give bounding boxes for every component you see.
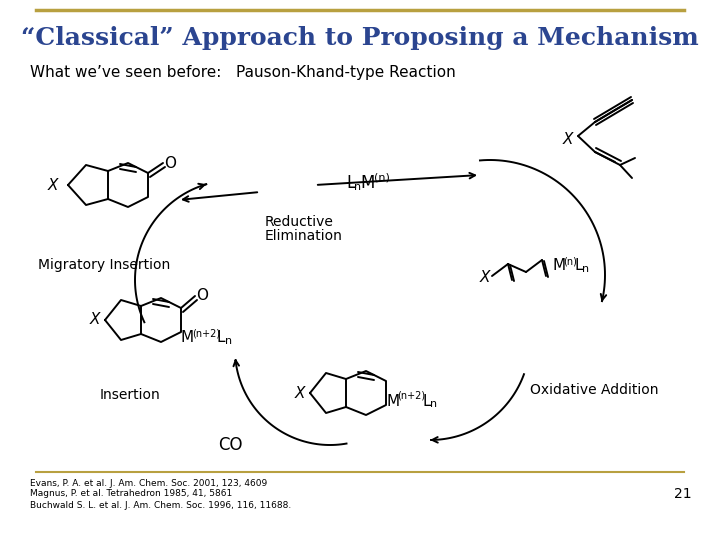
Text: M: M	[360, 174, 374, 192]
Text: L: L	[422, 394, 431, 408]
Text: Migratory Insertion: Migratory Insertion	[38, 258, 170, 272]
Text: n: n	[354, 182, 361, 192]
Text: n: n	[225, 336, 232, 346]
Text: (n): (n)	[374, 173, 390, 183]
Text: (n): (n)	[563, 256, 577, 266]
Text: X: X	[480, 271, 490, 286]
Text: X: X	[294, 386, 305, 401]
Text: (n+2): (n+2)	[397, 391, 425, 401]
Text: X: X	[563, 132, 573, 147]
Text: M: M	[181, 330, 194, 346]
Text: Elimination: Elimination	[265, 229, 343, 243]
Text: L: L	[217, 330, 225, 346]
Text: What we’ve seen before:   Pauson-Khand-type Reaction: What we’ve seen before: Pauson-Khand-typ…	[30, 64, 456, 79]
Text: Buchwald S. L. et al. J. Am. Chem. Soc. 1996, 116, 11688.: Buchwald S. L. et al. J. Am. Chem. Soc. …	[30, 501, 292, 510]
Text: O: O	[196, 288, 208, 303]
Text: “Classical” Approach to Proposing a Mechanism: “Classical” Approach to Proposing a Mech…	[21, 26, 699, 50]
Text: n: n	[430, 399, 437, 409]
Text: X: X	[89, 313, 100, 327]
Text: CO: CO	[217, 436, 242, 454]
Text: M: M	[552, 259, 565, 273]
Text: Magnus, P. et al. Tetrahedron 1985, 41, 5861: Magnus, P. et al. Tetrahedron 1985, 41, …	[30, 489, 233, 498]
Text: Insertion: Insertion	[100, 388, 161, 402]
Text: n: n	[582, 264, 589, 274]
Text: Evans, P. A. et al. J. Am. Chem. Soc. 2001, 123, 4609: Evans, P. A. et al. J. Am. Chem. Soc. 20…	[30, 478, 267, 488]
Text: Oxidative Addition: Oxidative Addition	[530, 383, 659, 397]
Text: L: L	[574, 259, 582, 273]
Text: L: L	[346, 174, 355, 192]
Text: (n+2): (n+2)	[192, 328, 220, 338]
Text: O: O	[164, 156, 176, 171]
Text: M: M	[386, 394, 399, 408]
Text: X: X	[48, 178, 58, 192]
Text: 21: 21	[675, 487, 692, 501]
Text: Reductive: Reductive	[265, 215, 334, 229]
